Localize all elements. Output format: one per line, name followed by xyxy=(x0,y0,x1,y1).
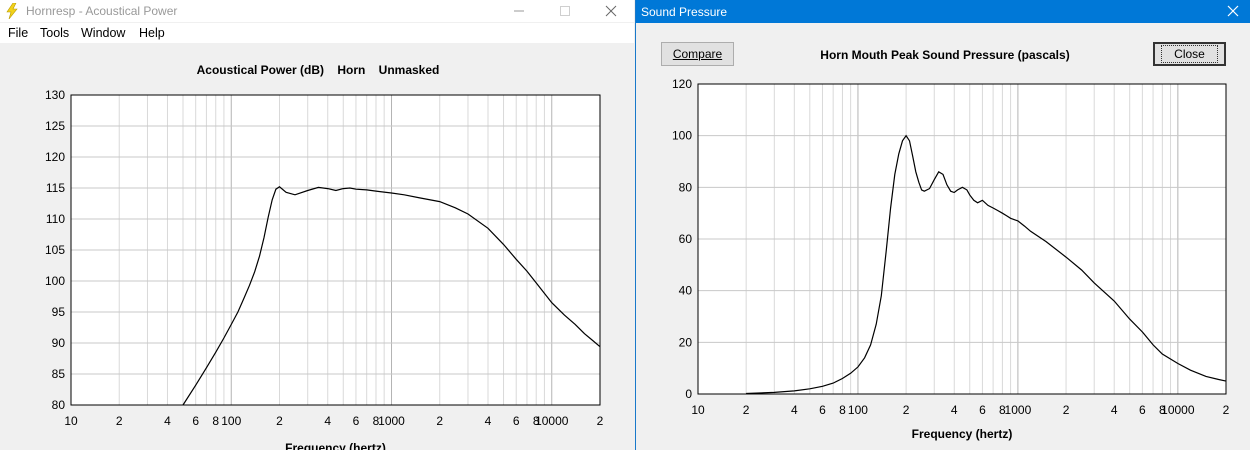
y-tick-label: 100 xyxy=(672,129,692,143)
y-tick-label: 120 xyxy=(45,150,65,164)
y-tick-label: 80 xyxy=(52,398,66,412)
x-tick-label: 2 xyxy=(903,403,910,417)
x-tick-label: 2 xyxy=(743,403,750,417)
x-tick-label: 8 xyxy=(212,414,219,428)
x-tick-label: 6 xyxy=(353,414,360,428)
close-label: Close xyxy=(1161,45,1218,63)
y-tick-label: 40 xyxy=(679,284,693,298)
maximize-icon xyxy=(560,6,570,16)
x-tick-label: 4 xyxy=(164,414,171,428)
y-tick-label: 80 xyxy=(679,180,693,194)
x-tick-label: 6 xyxy=(819,403,826,417)
x-tick-label: 4 xyxy=(1111,403,1118,417)
close-icon xyxy=(1227,5,1239,17)
right-titlebar[interactable]: Sound Pressure xyxy=(636,0,1250,23)
close-window-button[interactable] xyxy=(588,0,634,22)
left-window-title: Hornresp - Acoustical Power xyxy=(26,4,178,18)
maximize-button[interactable] xyxy=(542,0,588,22)
x-tick-label: 4 xyxy=(951,403,958,417)
series-line xyxy=(182,186,601,406)
x-tick-label: 6 xyxy=(979,403,986,417)
x-tick-label: 4 xyxy=(324,414,331,428)
menu-tools[interactable]: Tools xyxy=(40,26,70,40)
plot-frame xyxy=(70,94,601,406)
chart-title: Acoustical Power (dB) Horn Unmasked xyxy=(197,63,440,77)
x-tick-label: 4 xyxy=(791,403,798,417)
menu-file[interactable]: File xyxy=(8,26,29,40)
x-tick-label: 8 xyxy=(839,403,846,417)
y-tick-label: 85 xyxy=(52,367,66,381)
close-button[interactable]: Close xyxy=(1153,42,1226,66)
x-tick-label: 2 xyxy=(1223,403,1230,417)
y-tick-label: 130 xyxy=(45,88,65,102)
x-tick-label: 8 xyxy=(1159,403,1166,417)
x-tick-label: 10 xyxy=(64,414,78,428)
menu-help[interactable]: Help xyxy=(139,26,165,40)
compare-label: Compare xyxy=(672,47,723,61)
left-titlebar[interactable]: Hornresp - Acoustical Power xyxy=(0,0,634,22)
series-line xyxy=(746,134,1227,395)
y-tick-label: 120 xyxy=(672,77,692,91)
x-tick-label: 10000 xyxy=(1161,403,1195,417)
x-axis-label: Frequency (hertz) xyxy=(912,427,1013,441)
x-tick-label: 8 xyxy=(999,403,1006,417)
x-tick-label: 8 xyxy=(373,414,380,428)
x-tick-label: 8 xyxy=(533,414,540,428)
menu-window[interactable]: Window xyxy=(81,26,126,40)
y-tick-label: 100 xyxy=(45,274,65,288)
sound-pressure-window: Sound Pressure Compare Close 120 100 80 60 4… xyxy=(635,0,1250,450)
y-tick-label: 110 xyxy=(46,212,65,226)
x-axis-label: Frequency (hertz) xyxy=(285,441,386,450)
x-tick-label: 10000 xyxy=(535,414,569,428)
close-icon xyxy=(605,5,617,17)
x-tick-label: 100 xyxy=(848,403,868,417)
y-tick-label: 20 xyxy=(679,335,693,349)
right-window-title: Sound Pressure xyxy=(641,5,728,19)
y-tick-label: 90 xyxy=(52,336,66,350)
x-tick-label: 2 xyxy=(1063,403,1070,417)
close-sound-pressure-button[interactable] xyxy=(1226,4,1242,20)
menu-bar: File Tools Window Help xyxy=(0,23,634,43)
minimize-icon xyxy=(514,10,524,12)
y-tick-label: 115 xyxy=(46,181,65,195)
x-tick-label: 6 xyxy=(192,414,199,428)
x-tick-label: 1000 xyxy=(378,414,405,428)
y-tick-label: 125 xyxy=(45,119,65,133)
y-tick-label: 60 xyxy=(679,232,693,246)
minimize-button[interactable] xyxy=(496,0,542,22)
compare-button[interactable]: Compare xyxy=(661,42,734,66)
x-tick-label: 1000 xyxy=(1005,403,1032,417)
x-tick-label: 4 xyxy=(485,414,492,428)
y-tick-label: 0 xyxy=(685,387,692,401)
x-tick-label: 6 xyxy=(1139,403,1146,417)
x-tick-label: 2 xyxy=(116,414,123,428)
hornresp-window: Hornresp - Acoustical Power File Tools W… xyxy=(0,0,634,450)
chart-title: Horn Mouth Peak Sound Pressure (pascals) xyxy=(820,48,1069,62)
plot-frame xyxy=(697,83,1227,395)
lightning-icon xyxy=(6,3,18,19)
x-tick-label: 2 xyxy=(436,414,443,428)
x-tick-label: 2 xyxy=(276,414,283,428)
y-tick-label: 95 xyxy=(52,305,66,319)
x-tick-label: 100 xyxy=(221,414,241,428)
x-tick-label: 2 xyxy=(597,414,604,428)
y-tick-label: 105 xyxy=(45,243,65,257)
x-tick-label: 6 xyxy=(513,414,520,428)
x-tick-label: 10 xyxy=(691,403,705,417)
